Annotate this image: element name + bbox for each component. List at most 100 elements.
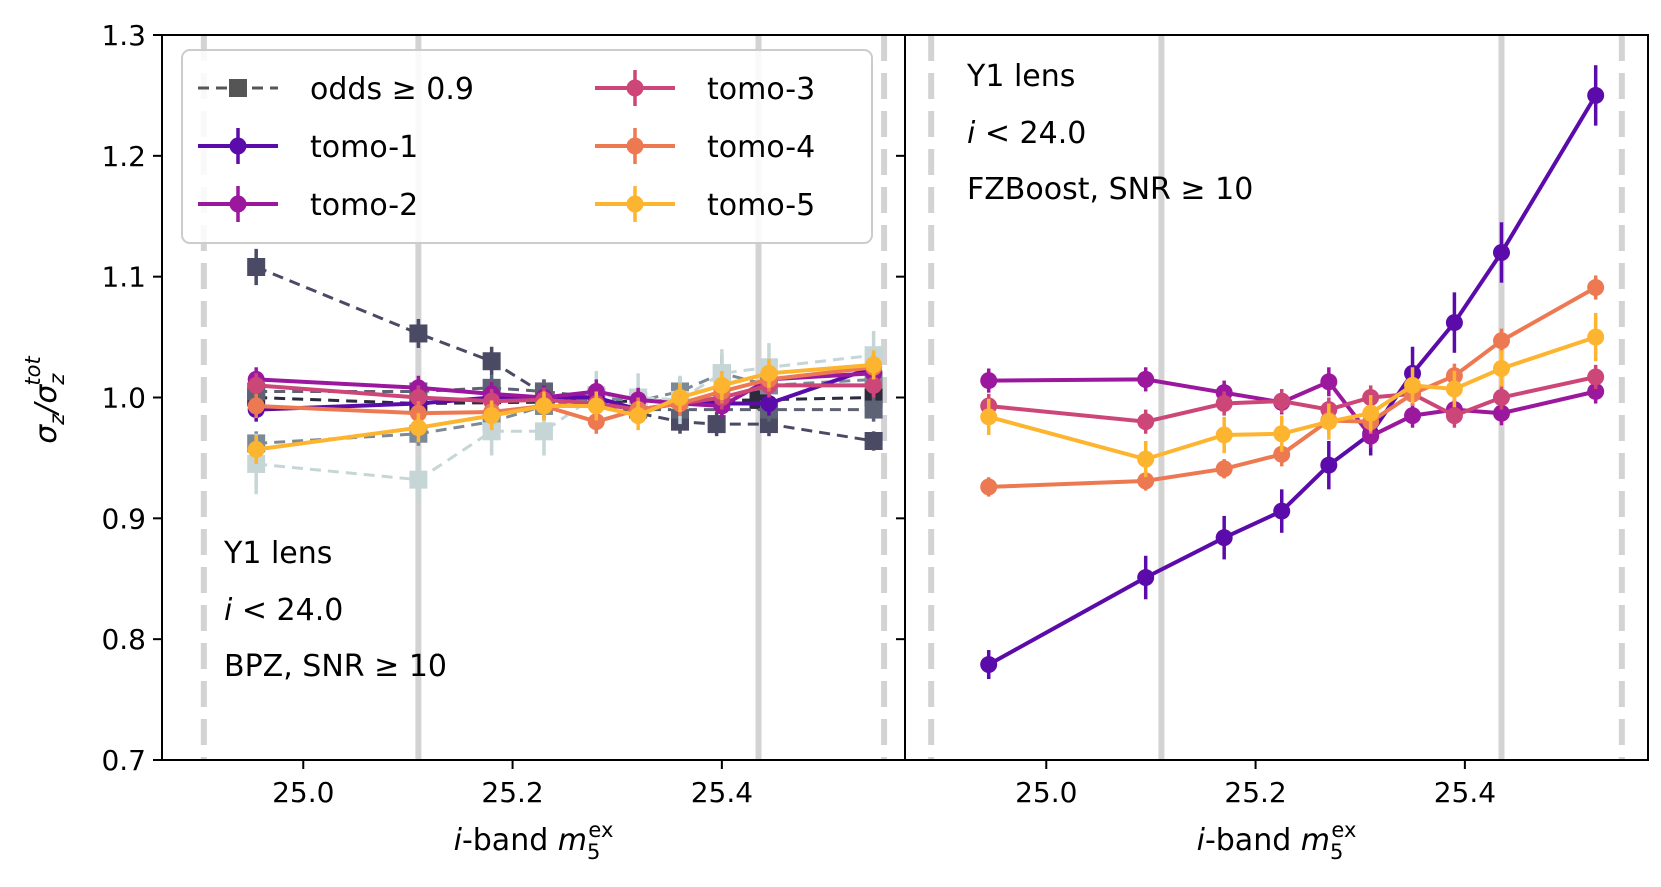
data-point <box>535 397 553 415</box>
data-point <box>864 400 883 419</box>
data-point <box>1404 407 1422 425</box>
x-tick-label: 25.2 <box>481 776 543 809</box>
legend-marker <box>626 79 644 97</box>
data-point <box>759 415 778 434</box>
legend-entry: tomo-2 <box>198 186 418 223</box>
data-point <box>707 415 726 434</box>
legend-marker <box>229 195 247 213</box>
legend-marker <box>626 195 644 213</box>
panel-annotation-line: i < 24.0 <box>967 116 1086 151</box>
x-tick-label: 25.0 <box>1015 776 1077 809</box>
legend-marker <box>229 137 247 155</box>
data-point <box>1215 460 1233 478</box>
legend-box <box>181 49 873 244</box>
data-point <box>247 376 265 394</box>
data-point <box>1492 332 1510 350</box>
data-point <box>1215 395 1233 413</box>
series-layer <box>247 65 1605 680</box>
x-tick-label: 25.4 <box>1434 776 1496 809</box>
x-axis-label: i-band m5ex <box>1197 818 1357 864</box>
data-point <box>1587 368 1605 386</box>
data-point <box>1320 456 1338 474</box>
panel-annotation-line: BPZ, SNR ≥ 10 <box>224 649 447 684</box>
y-tick-label: 1.0 <box>101 382 146 415</box>
data-point <box>980 656 998 674</box>
legend-label: tomo-2 <box>310 188 418 223</box>
data-point <box>1137 450 1155 468</box>
data-point <box>1320 413 1338 431</box>
x-tick-label: 25.4 <box>691 776 753 809</box>
data-point <box>483 407 501 425</box>
series-line <box>256 371 874 445</box>
y-tick-label: 0.9 <box>101 502 146 535</box>
legend-label: tomo-5 <box>707 188 815 223</box>
legend-marker <box>626 137 644 155</box>
data-point <box>1492 389 1510 406</box>
text-layer: 0.7 0.8 0.9 1.0 1.1 1.2 1.3 25.0 25.2 25.4 i-band … <box>21 19 1496 864</box>
legend-label: tomo-3 <box>707 72 815 107</box>
data-point <box>1587 382 1605 400</box>
x-axis-label: i-band m5ex <box>454 818 614 864</box>
y-tick-label: 1.1 <box>101 261 146 294</box>
data-point <box>587 413 605 431</box>
ticks-layer <box>153 34 1466 769</box>
y-tick-label: 0.8 <box>101 623 146 656</box>
data-point <box>1587 279 1605 297</box>
panel-annotation-line: FZBoost, SNR ≥ 10 <box>967 172 1253 207</box>
series-line <box>988 377 1597 439</box>
data-point <box>671 389 689 406</box>
data-point <box>1445 407 1463 425</box>
y-axis-label: σz/σztot <box>21 355 69 443</box>
data-point <box>1273 502 1291 520</box>
data-point <box>1362 427 1380 445</box>
data-point <box>1404 376 1422 394</box>
legend-label: tomo-1 <box>310 130 418 165</box>
data-point <box>409 470 428 489</box>
data-point <box>980 478 998 496</box>
series-line <box>988 375 1597 424</box>
data-point <box>1215 426 1233 444</box>
data-point <box>1273 425 1291 443</box>
data-point <box>1215 529 1233 547</box>
data-point <box>980 408 998 426</box>
data-point <box>1445 380 1463 398</box>
series-line <box>988 335 1597 462</box>
data-point <box>1362 404 1380 422</box>
data-point <box>1445 314 1463 332</box>
series-line <box>255 265 874 443</box>
data-point <box>864 432 883 450</box>
panel-annotation-line: i < 24.0 <box>224 593 343 628</box>
series-line <box>256 383 874 412</box>
data-point <box>534 422 553 441</box>
x-tick-label: 25.0 <box>272 776 334 809</box>
data-point <box>1492 360 1510 377</box>
y-tick-label: 1.2 <box>101 140 146 173</box>
data-point <box>760 364 778 382</box>
data-point <box>587 397 605 415</box>
data-point <box>1587 328 1605 346</box>
series-line <box>987 94 1598 667</box>
data-point <box>1273 445 1291 463</box>
data-point <box>1137 413 1155 431</box>
data-point <box>409 389 427 406</box>
data-point <box>1587 86 1605 104</box>
legend-entry: odds ≥ 0.9 <box>198 72 474 107</box>
data-point <box>482 422 501 441</box>
data-point <box>409 324 428 343</box>
y-tick-label: 1.3 <box>101 19 146 52</box>
data-point <box>713 376 731 394</box>
x-tick-label: 25.2 <box>1224 776 1286 809</box>
legend-label: tomo-4 <box>707 130 815 165</box>
series-line <box>256 365 874 424</box>
legend-entry: tomo-4 <box>595 128 815 165</box>
data-point <box>865 356 883 374</box>
data-point <box>1273 392 1291 410</box>
data-point <box>1492 244 1510 261</box>
panel-annotation-line: Y1 lens <box>223 536 332 571</box>
legend-marker <box>229 79 247 97</box>
legend-layer: odds ≥ 0.9 tomo-1 tomo-2 tomo-3 tomo-4 tomo-5 <box>181 49 873 244</box>
data-point <box>760 395 778 413</box>
data-point <box>247 397 265 415</box>
series-line <box>255 362 874 452</box>
panel-1-series <box>980 65 1605 680</box>
